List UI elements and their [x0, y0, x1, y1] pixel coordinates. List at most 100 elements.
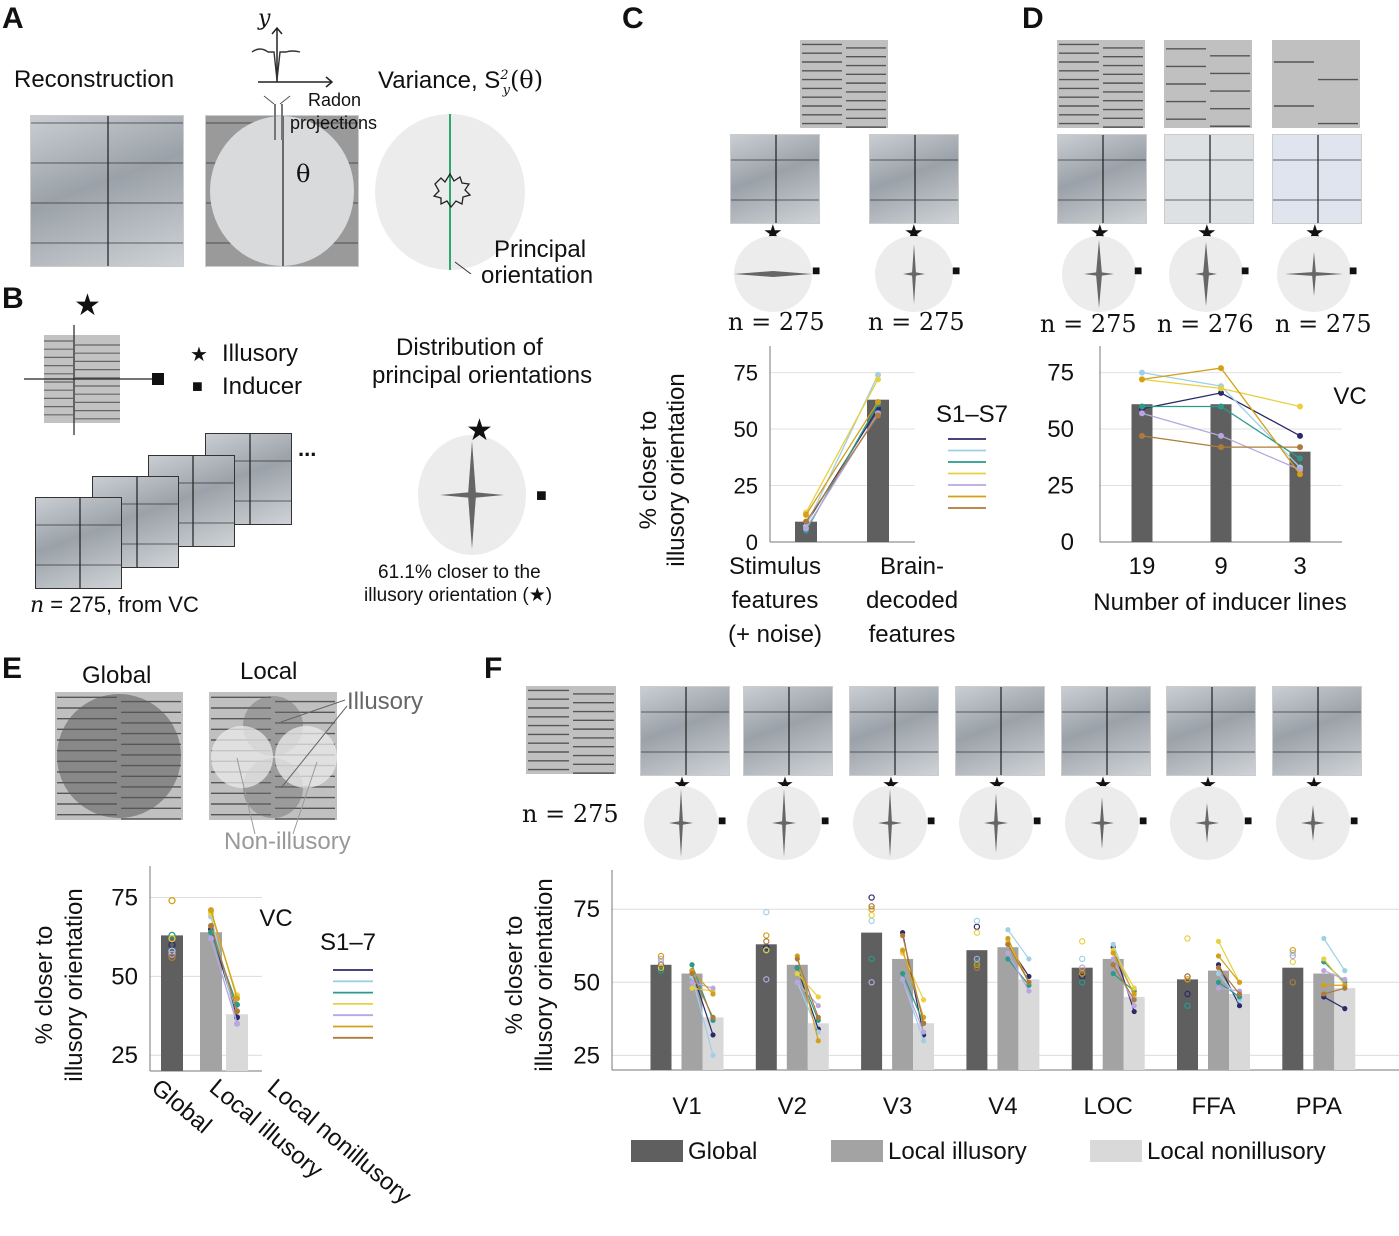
reconstruction-stack-4 — [205, 433, 292, 525]
legend-label-local-nonillusory: Local nonillusory — [1147, 1138, 1326, 1165]
subject-point-global-S1 — [973, 923, 981, 930]
subject-line-S2 — [1323, 938, 1346, 971]
bar-PPA-local-nonillusory — [1334, 988, 1356, 1070]
inducer-stimulus-diagram — [24, 325, 164, 435]
principal-label-line1: Principal — [494, 236, 587, 263]
subject-line-S7 — [1218, 967, 1240, 995]
subject-point-S7 — [803, 518, 809, 525]
subject-line-S6 — [210, 909, 238, 999]
subject-line-S4 — [1112, 949, 1135, 989]
subject-point-S3 — [1139, 403, 1145, 410]
subject-point-global-S7 — [168, 953, 176, 962]
variance-text: Variance, S — [378, 67, 501, 94]
f-reconstruction-ffa — [1166, 686, 1256, 776]
y-tick-label: 25 — [573, 1042, 600, 1069]
c-square-icon-2: ■ — [952, 262, 961, 278]
y-tick-label: 50 — [1047, 416, 1074, 443]
y-label-line2: illusory orientation — [531, 878, 558, 1071]
f-polar-shape — [1090, 797, 1114, 849]
bar-local-nonillusory — [226, 1014, 248, 1071]
bar-global — [161, 935, 183, 1071]
subject-point-S5 — [1139, 410, 1145, 417]
f-reconstruction-v1 — [640, 686, 730, 776]
subject-point-S3 — [1110, 970, 1116, 977]
y-label-line1: % closer to — [31, 926, 58, 1045]
subject-point-global-S7 — [868, 903, 875, 910]
x-tick-label: Global — [146, 1074, 216, 1139]
subject-point-S6 — [1131, 991, 1137, 997]
subject-point-S5 — [1215, 985, 1222, 991]
chart-d: 0 25 50 75 19 9 3 Number of inducer lines VC — [1047, 346, 1367, 616]
subject-line-S7 — [1112, 964, 1135, 1001]
subject-line-S5 — [1218, 987, 1240, 992]
legend-swatch-global — [631, 1140, 683, 1162]
bar-local-illusory — [200, 932, 222, 1071]
subject-point-S6 — [1321, 982, 1327, 988]
c-brain-reconstruction — [869, 134, 959, 224]
subject-point-global-S7 — [1079, 967, 1086, 974]
subject-point-S5 — [1342, 976, 1348, 982]
subject-point-S1 — [1131, 1008, 1137, 1015]
d-reconstruction-19 — [1057, 134, 1147, 224]
bar-V4-local-nonillusory — [1018, 979, 1040, 1070]
f-square-icon: ■ — [1139, 812, 1148, 828]
orientation-spike — [1090, 821, 1114, 825]
subject-point-S2 — [1026, 956, 1032, 962]
f-reconstruction-v3 — [849, 686, 939, 776]
subject-line-S2 — [691, 976, 714, 1056]
orientation-spike — [878, 821, 902, 825]
subject-point-S7 — [1110, 962, 1116, 968]
subject-point-S7 — [710, 1014, 716, 1020]
subject-point-S4 — [1218, 385, 1224, 392]
subject-point-S5 — [710, 985, 716, 991]
bar-LOC-global — [1071, 967, 1093, 1070]
bar-FFA-local-nonillusory — [1229, 994, 1250, 1070]
c-stimulus-reconstruction — [730, 134, 820, 224]
subject-point-S5 — [234, 1020, 240, 1027]
subject-point-S5 — [803, 525, 809, 532]
bar-V1-local-nonillusory — [702, 1017, 724, 1070]
subject-point-S7 — [921, 1020, 927, 1026]
panel-f-label: F — [484, 652, 503, 685]
subject-point-global-S3 — [868, 955, 875, 963]
subject-line-S6 — [805, 401, 879, 516]
subject-point-global-S1 — [763, 944, 770, 951]
subject-point-S5 — [689, 979, 695, 985]
subject-line-S4 — [1217, 941, 1241, 983]
y-label-line2: illusory orientation — [663, 373, 690, 566]
subject-point-S2 — [875, 371, 881, 378]
subject-line-S5 — [796, 981, 819, 1007]
orientation-spike — [1301, 821, 1325, 825]
subject-line-S6 — [691, 970, 714, 995]
subject-point-S3 — [1005, 956, 1011, 962]
panel-c-label: C — [622, 2, 644, 35]
e-global-stimulus — [55, 692, 183, 820]
vc-annotation: VC — [259, 905, 292, 932]
f-stimulus-image — [526, 686, 616, 774]
x-tick-label: features — [732, 587, 819, 614]
d-square-icon-3: ■ — [1349, 262, 1358, 278]
subject-point-global-S4 — [1184, 935, 1191, 942]
subject-point-global-S5 — [763, 976, 770, 983]
subject-point-global-S5 — [657, 955, 665, 963]
subject-point-S4 — [1131, 985, 1137, 991]
f-reconstruction-v2 — [743, 686, 833, 776]
subject-line-S5 — [902, 979, 925, 1033]
distribution-square-icon: ■ — [536, 485, 547, 505]
bar-3 — [1289, 451, 1311, 542]
f-polar-shape — [1301, 805, 1325, 841]
subject-line-S2 — [1007, 929, 1030, 960]
y-tick-label: 25 — [111, 1042, 138, 1069]
subject-point-S7 — [1005, 941, 1011, 947]
d-stimulus-19-lines — [1059, 43, 1143, 128]
subject-point-S5 — [1218, 432, 1224, 439]
subject-point-S5 — [921, 1029, 927, 1035]
subject-point-S5 — [1026, 988, 1032, 994]
subject-point-S6 — [875, 398, 881, 405]
d-n-label-3: n = 275 — [1275, 310, 1372, 338]
legend-title: S1–7 — [320, 929, 376, 956]
bar-V2-global — [755, 944, 777, 1070]
subject-point-global-S3 — [168, 931, 176, 940]
subject-point-S7 — [1215, 965, 1222, 971]
subject-point-global-S1 — [868, 894, 875, 901]
